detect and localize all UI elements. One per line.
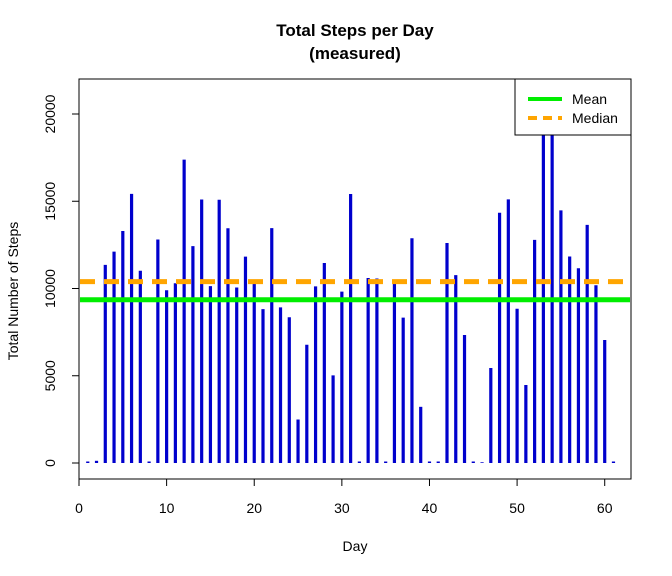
y-tick-label-10000: 10000 <box>42 269 58 308</box>
legend-box <box>514 78 632 136</box>
x-tick-label-40: 40 <box>422 500 438 516</box>
x-tick-label-20: 20 <box>246 500 262 516</box>
legend: Mean Median <box>514 78 632 136</box>
x-tick-label-0: 0 <box>75 500 83 516</box>
bars-group <box>86 93 616 463</box>
legend-median-label: Median <box>572 110 618 126</box>
y-tick-label-20000: 20000 <box>42 94 58 133</box>
reference-lines-group <box>80 279 630 303</box>
chart-subtitle: (measured) <box>309 44 401 63</box>
x-axis-label: Day <box>343 538 368 554</box>
x-tick-label-60: 60 <box>597 500 613 516</box>
x-tick-label-50: 50 <box>509 500 525 516</box>
y-tick-label-5000: 5000 <box>42 360 58 391</box>
y-tick-label-15000: 15000 <box>42 182 58 221</box>
y-axis-label: Total Number of Steps <box>5 222 21 361</box>
x-tick-label-10: 10 <box>159 500 175 516</box>
chart-title: Total Steps per Day <box>276 21 434 40</box>
plot-frame <box>78 78 632 480</box>
legend-mean-label: Mean <box>572 91 607 107</box>
x-tick-label-30: 30 <box>334 500 350 516</box>
y-tick-label-0: 0 <box>42 459 58 467</box>
